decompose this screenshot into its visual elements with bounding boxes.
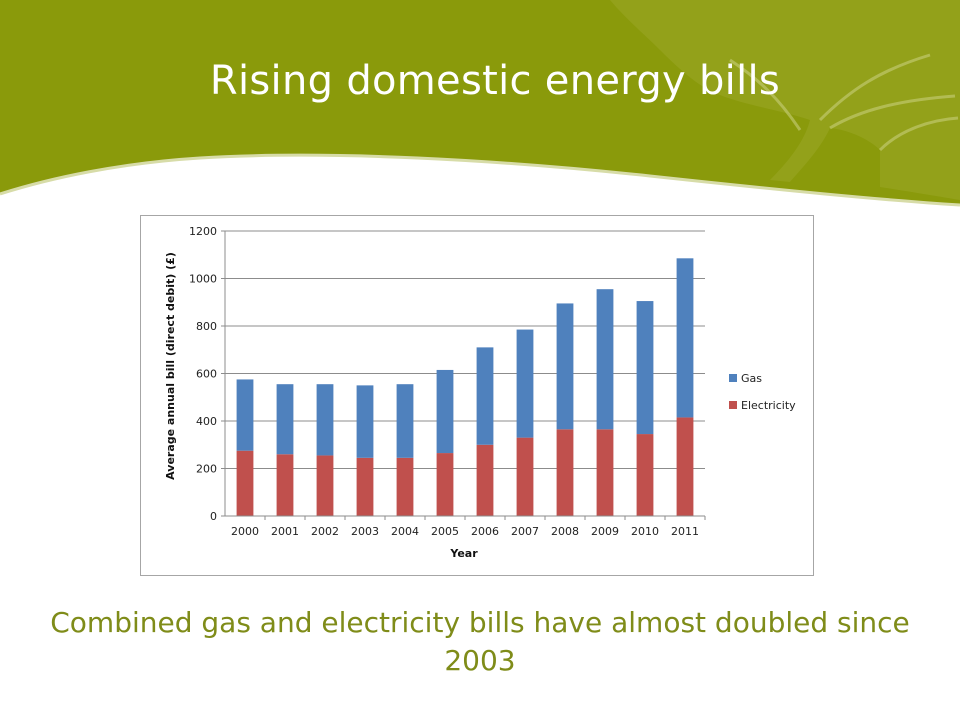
bar-gas-2006 [476, 347, 494, 445]
x-tick-label: 2000 [231, 525, 259, 538]
bar-gas-2002 [316, 384, 334, 456]
x-tick-label: 2001 [271, 525, 299, 538]
bar-electricity-2010 [636, 434, 654, 516]
bar-gas-2005 [436, 369, 454, 454]
y-tick-label: 200 [196, 463, 217, 476]
x-tick-label: 2004 [391, 525, 419, 538]
slide-caption: Combined gas and electricity bills have … [50, 606, 910, 677]
y-tick-label: 600 [196, 368, 217, 381]
bar-electricity-2009 [596, 429, 614, 516]
bar-electricity-2005 [436, 453, 454, 516]
slide-title: Rising domestic energy bills [209, 58, 781, 104]
y-tick-label: 0 [210, 510, 217, 523]
y-tick-label: 800 [196, 320, 217, 333]
y-tick-label: 1000 [189, 273, 217, 286]
bar-electricity-2011 [676, 417, 694, 516]
legend-swatch-gas [729, 374, 737, 382]
y-tick-label: 1200 [189, 225, 217, 238]
x-tick-label: 2007 [511, 525, 539, 538]
x-axis-title: Year [449, 547, 478, 560]
x-tick-label: 2011 [671, 525, 699, 538]
y-tick-label: 400 [196, 415, 217, 428]
x-tick-label: 2006 [471, 525, 499, 538]
bar-electricity-2001 [276, 454, 294, 516]
x-tick-label: 2002 [311, 525, 339, 538]
x-tick-label: 2010 [631, 525, 659, 538]
bar-gas-2004 [396, 384, 414, 458]
x-tick-label: 2009 [591, 525, 619, 538]
banner-bottom-edge [0, 153, 960, 207]
legend-label-electricity: Electricity [741, 399, 796, 412]
bar-electricity-2003 [356, 457, 374, 516]
bar-gas-2009 [596, 289, 614, 430]
bar-gas-2001 [276, 384, 294, 455]
stacked-bar-chart: 0 200 400 600 800 1000 1200 2000 2001 2002 2003 200… [164, 225, 796, 560]
y-axis-title: Average annual bill (direct debit) (£) [164, 252, 177, 480]
bar-gas-2010 [636, 301, 654, 435]
bar-gas-2007 [516, 329, 534, 438]
chart-legend: Gas Electricity [729, 372, 796, 412]
header-banner [0, 0, 960, 207]
bar-gas-2011 [676, 258, 694, 418]
legend-label-gas: Gas [741, 372, 762, 385]
banner-tree-branches [729, 53, 959, 152]
chart-frame: 0 200 400 600 800 1000 1200 2000 2001 2002 2003 200… [140, 215, 814, 576]
bar-gas-2008 [556, 303, 574, 430]
bar-electricity-2000 [236, 450, 254, 516]
bar-electricity-2007 [516, 437, 534, 516]
bar-electricity-2006 [476, 444, 494, 516]
legend-swatch-electricity [729, 401, 737, 409]
bar-electricity-2004 [396, 457, 414, 516]
bar-electricity-2002 [316, 455, 334, 516]
bar-gas-2003 [356, 385, 374, 458]
x-tick-label: 2005 [431, 525, 459, 538]
x-tick-label: 2008 [551, 525, 579, 538]
bar-gas-2000 [236, 379, 254, 451]
banner-tree-silhouette [610, 0, 960, 200]
bar-electricity-2008 [556, 429, 574, 516]
x-tick-label: 2003 [351, 525, 379, 538]
